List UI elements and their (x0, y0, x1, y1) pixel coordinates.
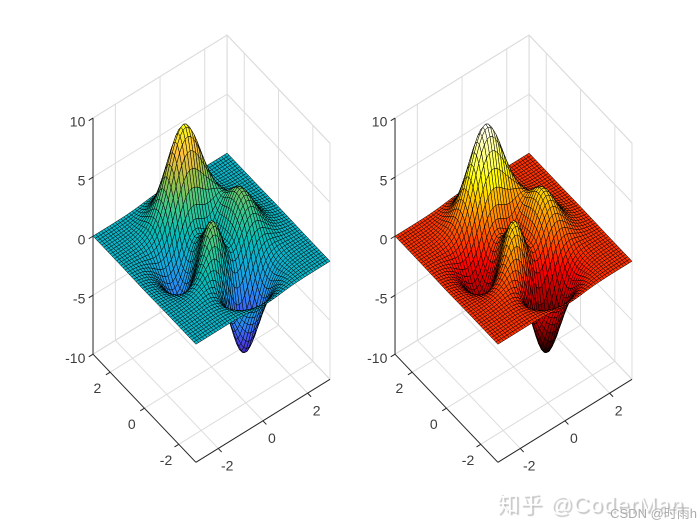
watermark-zhihu: 知乎 @CoderMan (496, 492, 684, 517)
watermark-csdn: CSDN @时雨h (610, 506, 697, 521)
